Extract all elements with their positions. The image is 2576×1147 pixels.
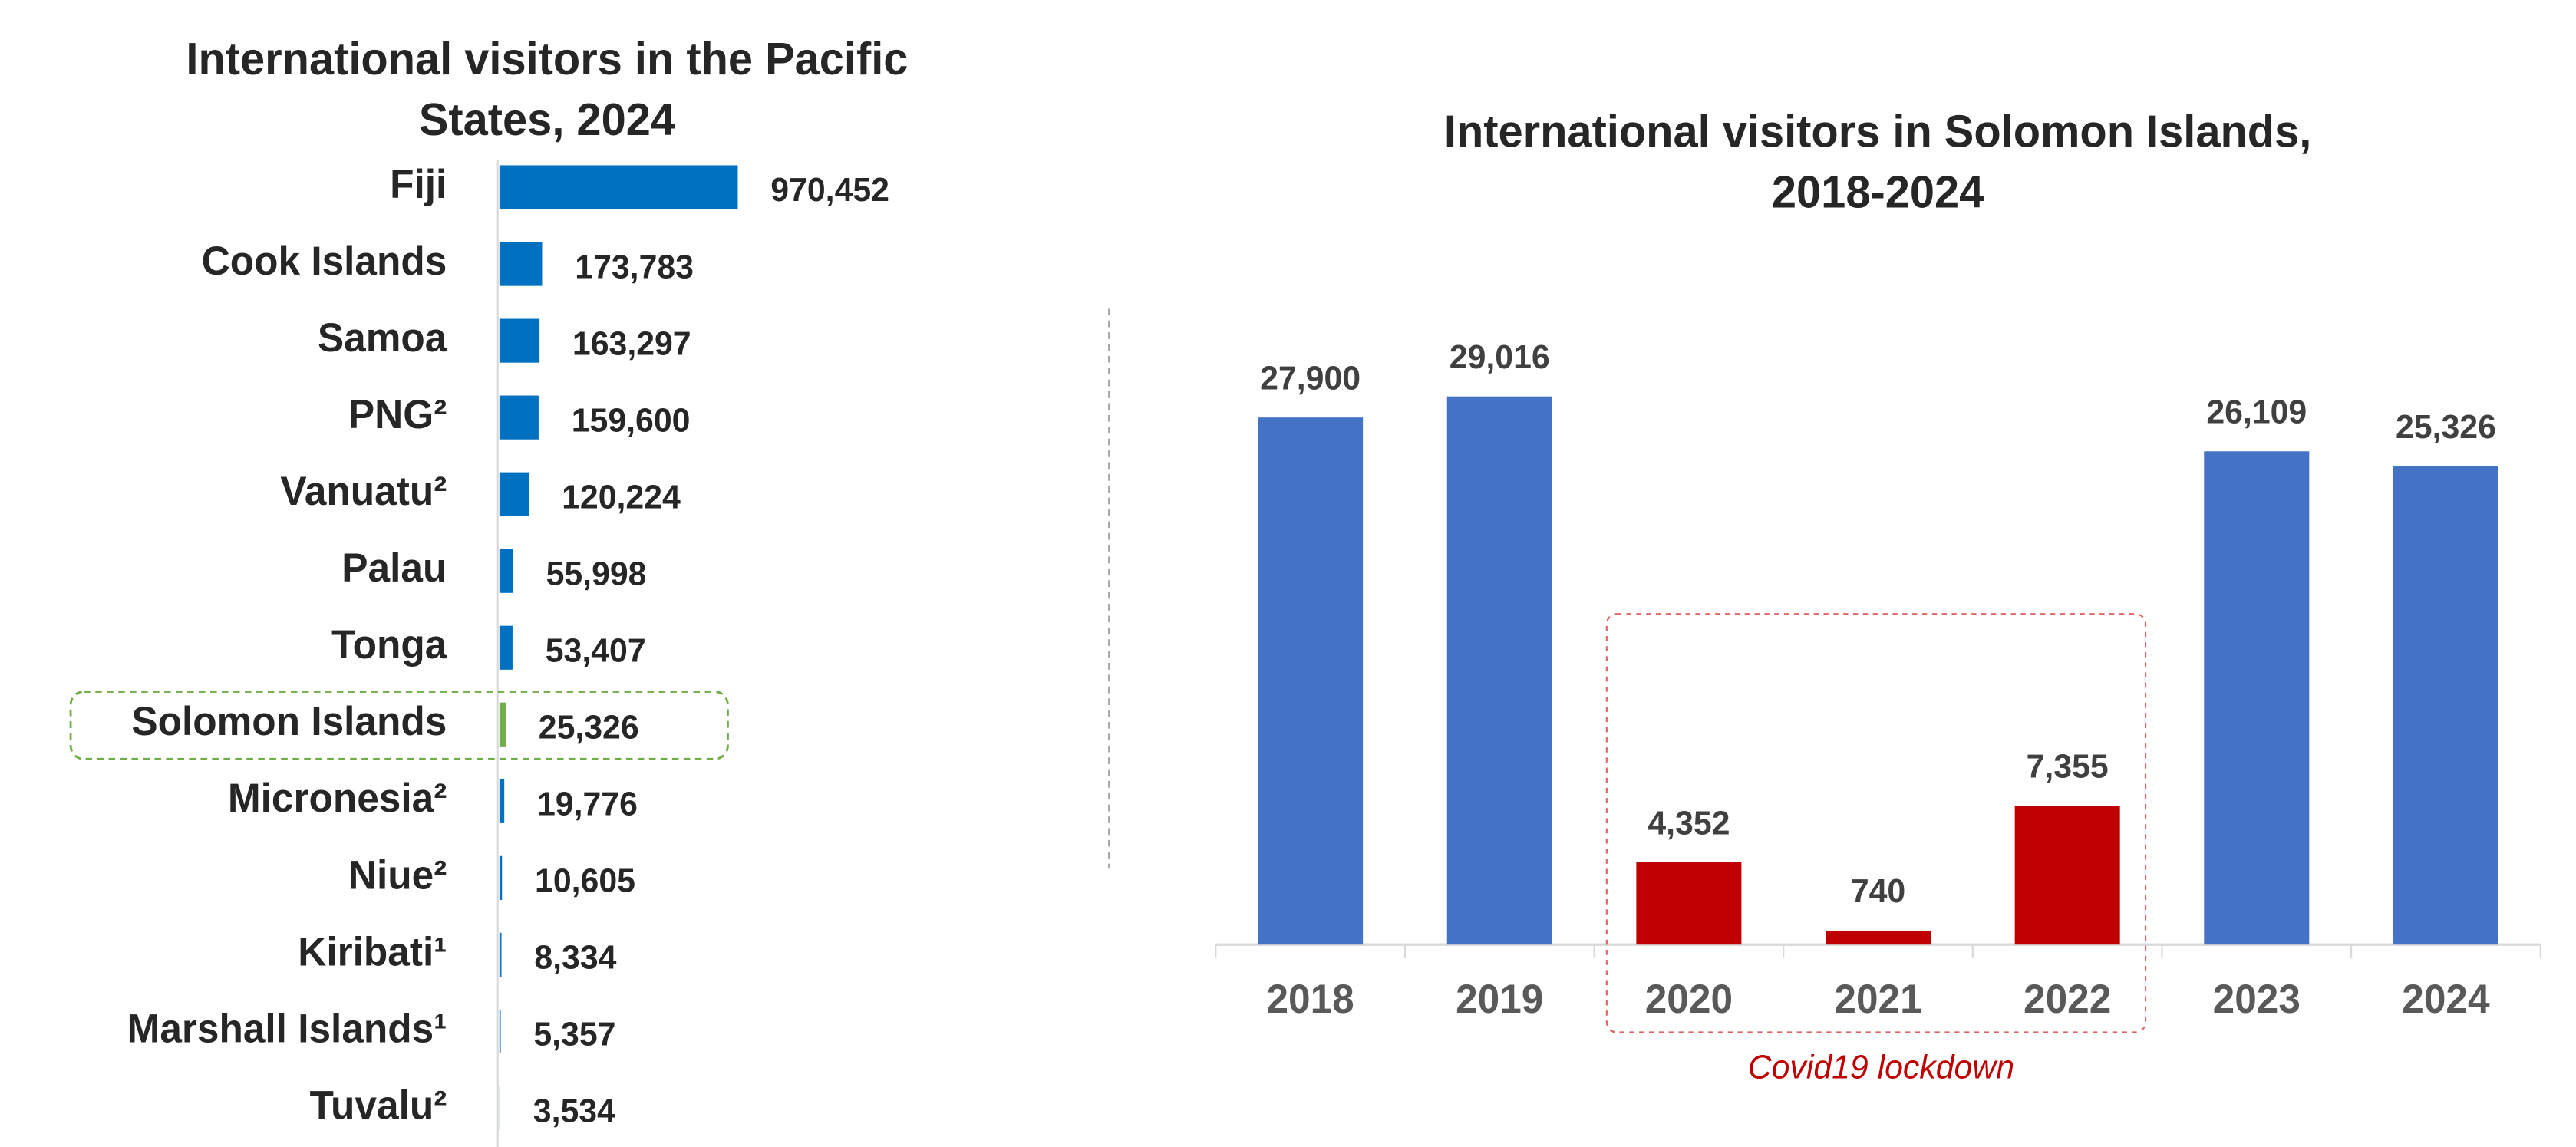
bar bbox=[1826, 930, 1931, 945]
value-label: 740 bbox=[1851, 873, 1905, 911]
value-label: 53,407 bbox=[546, 632, 646, 670]
value-label: 159,600 bbox=[572, 402, 691, 440]
chart-title: States, 2024 bbox=[419, 94, 676, 145]
y-tick-label: Solomon Islands bbox=[131, 700, 447, 745]
value-label: 7,355 bbox=[2027, 748, 2109, 786]
bar bbox=[499, 855, 503, 900]
bar bbox=[2204, 451, 2310, 945]
covid-box bbox=[1605, 613, 2147, 1033]
value-label: 27,900 bbox=[1260, 360, 1361, 397]
bar bbox=[499, 1009, 501, 1053]
y-tick-label: Kiribati¹ bbox=[298, 930, 447, 975]
y-tick-label: PNG² bbox=[348, 392, 447, 437]
chart-title: International visitors in the Pacific bbox=[186, 34, 908, 84]
y-tick-label: Tuvalu² bbox=[309, 1083, 447, 1129]
bar bbox=[2014, 806, 2120, 945]
bar bbox=[499, 472, 529, 516]
value-label: 19,776 bbox=[537, 786, 638, 823]
y-tick-label: Vanuatu² bbox=[280, 469, 447, 514]
x-tick-label: 2024 bbox=[2402, 977, 2489, 1022]
bar bbox=[499, 702, 506, 747]
value-label: 29,016 bbox=[1450, 338, 1550, 376]
bar bbox=[2393, 466, 2498, 945]
value-label: 8,334 bbox=[534, 939, 616, 977]
bar bbox=[499, 625, 513, 670]
y-tick-label: Cook Islands bbox=[202, 239, 447, 284]
x-tick-label: 2020 bbox=[1645, 977, 1733, 1022]
bar bbox=[1258, 417, 1364, 945]
x-tick-label: 2022 bbox=[2024, 977, 2111, 1022]
x-tick-label: 2018 bbox=[1266, 977, 1354, 1022]
y-tick-label: Marshall Islands¹ bbox=[127, 1007, 447, 1052]
y-tick-label: Niue² bbox=[348, 853, 447, 898]
y-tick-label: Fiji bbox=[390, 162, 447, 207]
value-label: 25,326 bbox=[2396, 408, 2496, 446]
value-label: 173,783 bbox=[575, 249, 694, 286]
y-tick-label: Tonga bbox=[331, 623, 447, 668]
bar bbox=[499, 549, 513, 593]
value-label: 120,224 bbox=[562, 479, 681, 516]
bar bbox=[499, 318, 540, 363]
value-label: 163,297 bbox=[572, 325, 691, 363]
x-tick-label: 2021 bbox=[1834, 977, 1921, 1022]
chart-title: 2018-2024 bbox=[1772, 167, 1984, 218]
value-label: 26,109 bbox=[2206, 394, 2307, 431]
annotation: Covid19 lockdown bbox=[1748, 1049, 2014, 1086]
value-label: 970,452 bbox=[770, 172, 889, 209]
y-tick-label: Palau bbox=[341, 546, 447, 592]
bar bbox=[499, 395, 539, 440]
value-label: 10,605 bbox=[535, 862, 635, 900]
chart-title: International visitors in Solomon Island… bbox=[1444, 107, 2311, 157]
x-tick-label: 2019 bbox=[1456, 977, 1543, 1022]
bar bbox=[1636, 862, 1742, 945]
value-label: 55,998 bbox=[546, 555, 647, 593]
y-tick-label: Micronesia² bbox=[228, 776, 447, 822]
value-label: 4,352 bbox=[1648, 805, 1730, 842]
bar bbox=[499, 779, 505, 823]
y-tick-label: Samoa bbox=[318, 315, 447, 361]
highlight-box bbox=[69, 690, 729, 760]
value-label: 25,326 bbox=[539, 709, 639, 747]
x-tick-label: 2023 bbox=[2213, 977, 2301, 1022]
value-label: 3,534 bbox=[533, 1093, 615, 1130]
bar bbox=[499, 242, 543, 286]
value-label: 5,357 bbox=[533, 1016, 615, 1053]
bar bbox=[1446, 396, 1552, 945]
bar bbox=[499, 932, 502, 977]
bar bbox=[499, 165, 738, 209]
